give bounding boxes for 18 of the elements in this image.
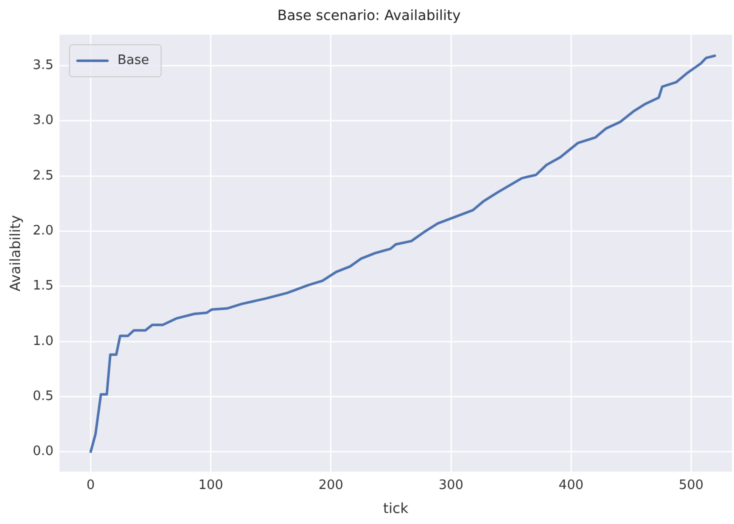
x-tick-label: 400 [558,478,584,493]
y-tick-label: 1.0 [32,334,54,349]
y-tick-label: 0.0 [32,444,54,460]
y-tick-label: 3.0 [32,113,54,128]
chart-title: Base scenario: Availability [277,8,461,24]
x-tick-label: 100 [198,478,224,493]
legend-label: Base [117,53,150,68]
x-tick-label: 300 [438,478,464,493]
x-tick-label: 0 [86,478,95,493]
y-tick-label: 3.5 [32,58,54,74]
x-tick-label: 200 [318,478,344,493]
y-tick-label: 2.0 [32,224,54,239]
x-axis-title: tick [383,501,410,518]
y-tick-label: 1.5 [32,278,54,294]
y-tick-label: 2.5 [32,168,54,184]
y-axis-title: Availability [8,215,24,292]
x-tick-label: 500 [678,478,704,493]
y-tick-label: 0.5 [32,388,54,404]
